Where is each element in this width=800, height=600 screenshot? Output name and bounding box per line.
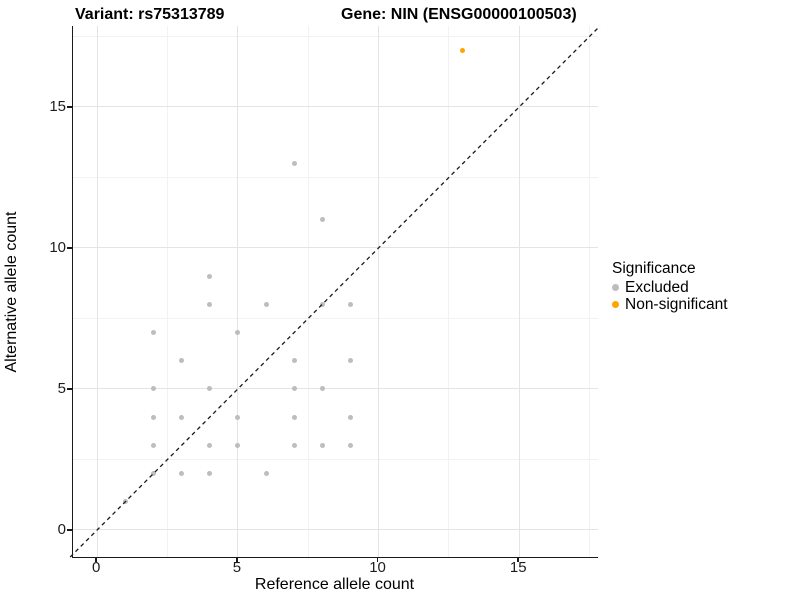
data-point-excluded	[150, 386, 156, 392]
legend-title: Significance	[612, 260, 696, 277]
data-point-excluded	[319, 386, 325, 392]
y-axis-tick	[67, 106, 72, 108]
y-major-gridline	[73, 247, 598, 249]
data-point-excluded	[291, 386, 297, 392]
data-point-excluded	[291, 160, 297, 166]
y-tick-label: 0	[57, 520, 66, 538]
legend-item-label: Excluded	[625, 279, 689, 296]
x-tick-label: 15	[509, 559, 527, 576]
x-axis-tick	[517, 557, 519, 562]
y-tick-label: 15	[49, 97, 66, 115]
legend-item-label: Non-significant	[625, 296, 728, 313]
data-point-excluded	[319, 442, 325, 448]
y-axis-tick	[67, 388, 72, 390]
data-point-excluded	[150, 330, 156, 336]
x-axis-tick	[95, 557, 97, 562]
y-axis-title: Alternative allele count	[3, 211, 20, 373]
data-point-excluded	[122, 499, 128, 505]
data-point-excluded	[347, 442, 353, 448]
data-point-excluded	[319, 301, 325, 307]
data-point-excluded	[179, 358, 185, 364]
x-tick-label: 10	[369, 559, 386, 576]
data-point-excluded	[291, 414, 297, 420]
data-point-excluded	[291, 442, 297, 448]
legend-item-non-significant: Non-significant	[612, 296, 728, 313]
x-axis-tick	[236, 557, 238, 562]
data-point-excluded	[179, 414, 185, 420]
data-point-non-significant	[460, 48, 466, 54]
plot-title-variant: Variant: rs75313789	[75, 6, 225, 23]
data-point-excluded	[179, 471, 185, 477]
data-point-excluded	[150, 471, 156, 477]
excluded-dot-icon	[612, 284, 619, 291]
y-axis-tick	[67, 529, 72, 531]
plot-panel	[69, 25, 601, 558]
data-point-excluded	[263, 471, 269, 477]
data-point-excluded	[235, 414, 241, 420]
non-significant-dot-icon	[612, 301, 619, 308]
data-point-excluded	[150, 414, 156, 420]
data-point-excluded	[291, 358, 297, 364]
y-axis-tick	[67, 247, 72, 249]
data-point-excluded	[207, 471, 213, 477]
data-point-excluded	[207, 301, 213, 307]
y-tick-label: 5	[57, 379, 66, 397]
data-point-excluded	[319, 217, 325, 223]
data-point-excluded	[347, 358, 353, 364]
data-point-excluded	[150, 442, 156, 448]
y-tick-label: 10	[49, 238, 66, 256]
data-point-excluded	[235, 330, 241, 336]
data-point-excluded	[347, 301, 353, 307]
x-tick-label: 5	[232, 559, 242, 576]
data-point-excluded	[207, 442, 213, 448]
legend: Significance Excluded Non-significant	[612, 259, 728, 313]
x-axis-title: Reference allele count	[254, 576, 415, 593]
x-axis-tick	[376, 557, 379, 562]
data-point-excluded	[347, 414, 353, 420]
y-major-gridline	[73, 529, 598, 531]
data-point-excluded	[235, 442, 241, 448]
plot-title-gene: Gene: NIN (ENSG00000100503)	[341, 6, 577, 23]
y-major-gridline	[73, 106, 598, 108]
legend-item-excluded: Excluded	[612, 279, 728, 296]
x-tick-label: 0	[92, 559, 101, 576]
data-point-excluded	[207, 386, 213, 392]
data-point-excluded	[207, 273, 213, 279]
data-point-excluded	[263, 301, 269, 307]
